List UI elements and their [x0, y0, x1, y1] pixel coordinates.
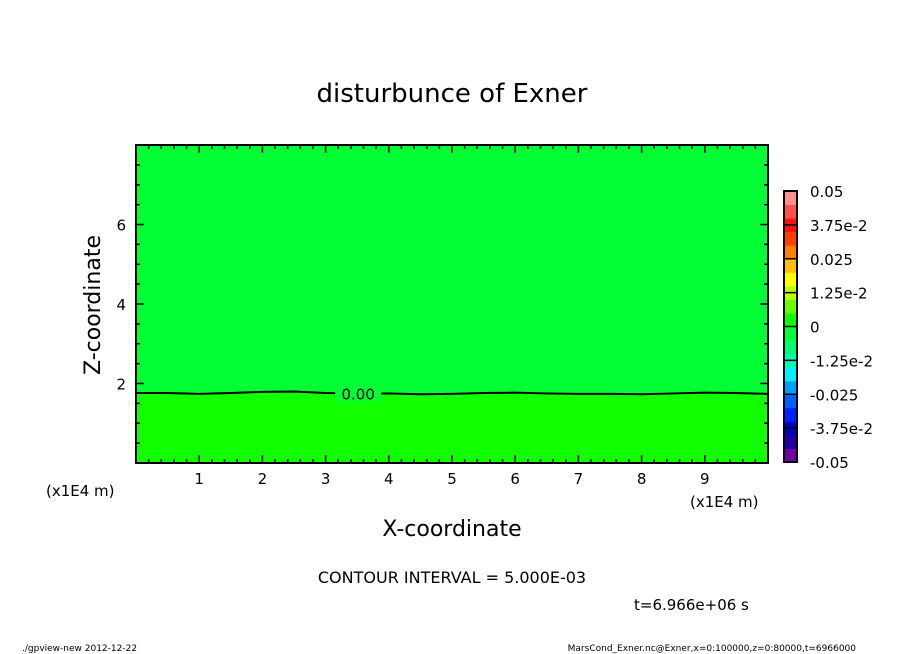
- colorbar-tick-label: -0.025: [810, 386, 858, 404]
- footer-left: ./gpview-new 2012-12-22: [22, 644, 137, 654]
- x-tick-label: 8: [637, 470, 647, 488]
- colorbar-segment: [784, 231, 797, 246]
- colorbar-tick-label: 0.05: [810, 183, 843, 201]
- colorbar-tick-label: 3.75e-2: [810, 217, 868, 235]
- colorbar-segment: [784, 204, 797, 219]
- x-unit-label-right: (x1E4 m): [690, 493, 759, 511]
- colorbar-tick-label: -1.25e-2: [810, 352, 873, 370]
- x-tick-label: 6: [510, 470, 520, 488]
- colorbar-segment: [784, 245, 797, 260]
- colorbar-segment: [784, 272, 797, 287]
- x-axis-label: X-coordinate: [382, 517, 521, 542]
- footer-right: MarsCond_Exner.nc@Exner,x=0:100000,z=0:8…: [568, 644, 857, 654]
- colorbar-segment: [784, 367, 797, 382]
- x-tick-label: 5: [447, 470, 457, 488]
- y-tick-label: 4: [116, 296, 126, 314]
- colorbar-segment: [784, 312, 797, 327]
- plot-area: 0.00 1 2 3 4 5 6 7 8 9 2 4 6: [116, 144, 769, 488]
- colorbar-segment: [784, 407, 797, 422]
- colorbar-segment: [784, 326, 797, 341]
- colorbar-segment: [784, 340, 797, 355]
- y-tick-label: 2: [116, 376, 126, 394]
- contour-label: 0.00: [341, 385, 374, 403]
- x-tick-label: 2: [258, 470, 268, 488]
- colorbar-tick-label: 0.025: [810, 251, 853, 269]
- contour-interval-label: CONTOUR INTERVAL = 5.000E-03: [318, 568, 586, 587]
- colorbar-segment: [784, 299, 797, 314]
- colorbar-segment: [784, 258, 797, 273]
- x-tick-label: 7: [574, 470, 584, 488]
- colorbar-tick-label: 1.25e-2: [810, 285, 868, 303]
- colorbar-segment: [784, 394, 797, 409]
- contour-label-bg: [335, 385, 382, 402]
- x-tick-label: 9: [700, 470, 710, 488]
- y-axis-label: Z-coordinate: [81, 235, 106, 375]
- colorbar-tick-label: -3.75e-2: [810, 420, 873, 438]
- region-below-contour: [136, 391, 768, 463]
- x-tick-label: 4: [384, 470, 394, 488]
- x-unit-label-left: (x1E4 m): [46, 482, 115, 500]
- colorbar-tick-label: 0: [810, 319, 820, 337]
- x-tick-label: 3: [321, 470, 331, 488]
- colorbar: 0.05 3.75e-2 0.025 1.25e-2 0 -1.25e-2 -0.025 -3…: [783, 183, 873, 472]
- contour-line-zero: [136, 390, 769, 396]
- colorbar-frame: [783, 190, 798, 463]
- time-label: t=6.966e+06 s: [634, 596, 749, 614]
- colorbar-segment: [784, 380, 797, 395]
- colorbar-segment: [784, 448, 797, 463]
- colorbar-tick-label: -0.05: [810, 454, 849, 472]
- colorbar-segment: [784, 434, 797, 449]
- colorbar-segment: [784, 191, 797, 206]
- chart-title: disturbunce of Exner: [317, 79, 588, 109]
- y-tick-label: 6: [116, 217, 126, 235]
- x-tick-label: 1: [194, 470, 204, 488]
